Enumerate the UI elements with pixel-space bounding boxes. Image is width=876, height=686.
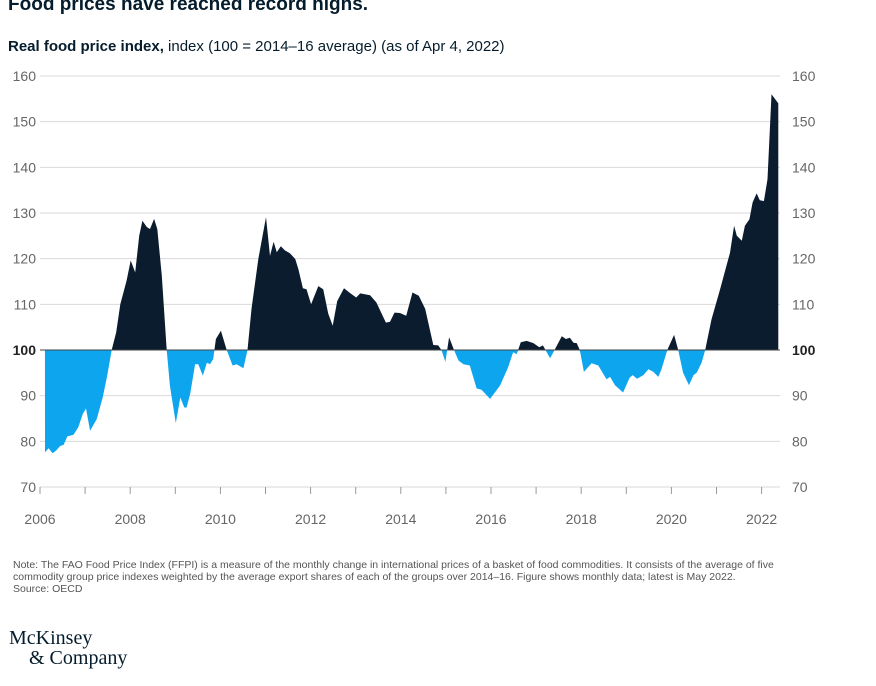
mckinsey-logo: McKinsey & Company <box>9 628 127 668</box>
x-tick-label: 2020 <box>656 511 687 527</box>
y-tick-label-right: 90 <box>792 388 808 404</box>
logo-line-1: McKinsey <box>9 627 93 649</box>
x-tick-label: 2018 <box>566 511 597 527</box>
logo-line-2: & Company <box>29 647 128 669</box>
y-tick-label-right: 100 <box>792 342 816 358</box>
y-tick-label-left: 120 <box>13 251 37 267</box>
x-tick-label: 2012 <box>295 511 326 527</box>
y-tick-label-left: 140 <box>13 159 37 175</box>
x-tick-label: 2010 <box>205 511 236 527</box>
x-tick-label: 2016 <box>475 511 506 527</box>
subtitle-rest: index (100 = 2014–16 average) (as of Apr… <box>163 38 505 55</box>
y-tick-label-right: 110 <box>792 296 815 312</box>
y-tick-label-left: 90 <box>20 388 36 404</box>
y-tick-label-left: 160 <box>13 68 37 84</box>
x-tick-label: 2022 <box>746 511 777 527</box>
y-tick-label-right: 70 <box>792 479 808 495</box>
y-tick-label-right: 160 <box>792 68 816 84</box>
y-tick-label-left: 110 <box>14 296 37 312</box>
x-tick-label: 2006 <box>24 511 55 527</box>
area-above-baseline <box>44 94 779 350</box>
y-tick-label-left: 130 <box>13 205 37 221</box>
y-tick-label-left: 150 <box>13 114 37 130</box>
x-tick-label: 2014 <box>385 511 416 527</box>
x-tick-label: 2008 <box>115 511 146 527</box>
headline: Food prices have reached record highs. <box>8 0 369 15</box>
y-tick-label-right: 80 <box>792 433 808 449</box>
chart-subtitle: Real food price index, index (100 = 2014… <box>8 38 505 55</box>
y-tick-label-right: 150 <box>792 114 816 130</box>
source-text: Source: OECD <box>13 583 83 595</box>
note-text: Note: The FAO Food Price Index (FFPI) is… <box>13 559 774 583</box>
area-chart: 70 70 80 80 90 90 100 100 110 110 120 120 130 130 140 1… <box>13 68 816 527</box>
y-tick-label-left: 100 <box>13 342 37 358</box>
y-tick-label-left: 80 <box>20 433 36 449</box>
subtitle-bold: Real food price index, <box>8 38 164 55</box>
chart-note: Note: The FAO Food Price Index (FFPI) is… <box>13 559 813 595</box>
y-tick-label-right: 130 <box>792 205 816 221</box>
y-tick-label-right: 140 <box>792 159 816 175</box>
y-tick-label-right: 120 <box>792 251 816 267</box>
y-tick-label-left: 70 <box>20 479 36 495</box>
